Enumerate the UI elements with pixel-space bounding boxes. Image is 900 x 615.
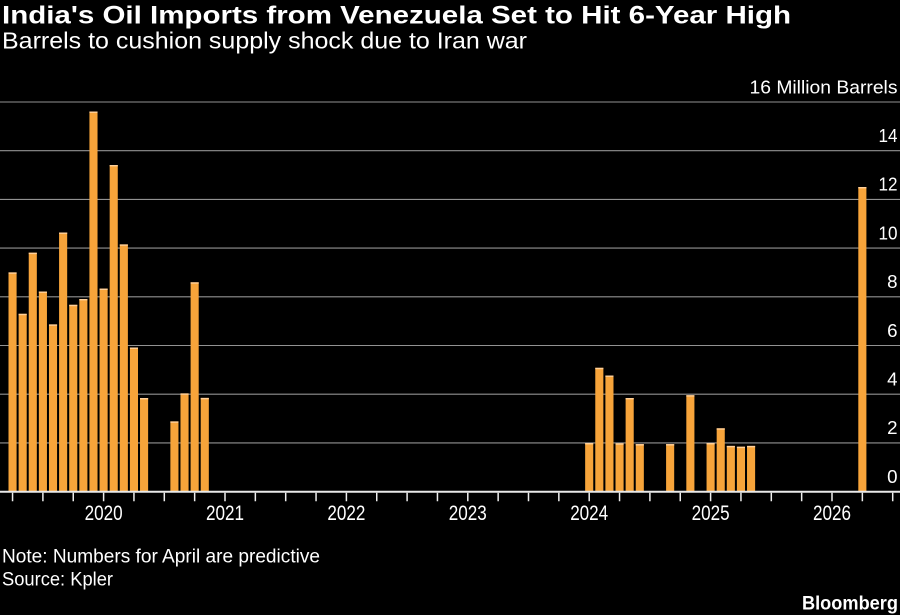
svg-text:2021: 2021 — [206, 501, 244, 525]
svg-text:8: 8 — [887, 271, 897, 292]
svg-text:0: 0 — [887, 466, 897, 487]
svg-text:2023: 2023 — [449, 501, 487, 525]
svg-text:14: 14 — [879, 125, 898, 146]
svg-text:Note: Numbers for April are pr: Note: Numbers for April are predictive — [2, 547, 320, 568]
svg-text:12: 12 — [879, 174, 898, 195]
svg-text:2020: 2020 — [85, 501, 123, 525]
svg-text:10: 10 — [879, 222, 898, 243]
svg-text:Source: Kpler: Source: Kpler — [2, 570, 114, 591]
svg-text:2025: 2025 — [692, 501, 730, 525]
svg-text:Barrels to cushion supply shoc: Barrels to cushion supply shock due to I… — [2, 28, 527, 54]
svg-text:4: 4 — [887, 369, 897, 390]
svg-text:2: 2 — [887, 417, 897, 438]
svg-text:India's Oil Imports from Venez: India's Oil Imports from Venezuela Set t… — [2, 1, 791, 29]
svg-text:6: 6 — [887, 320, 897, 341]
svg-text:2024: 2024 — [570, 501, 608, 525]
svg-text:2026: 2026 — [813, 501, 851, 525]
svg-text:Bloomberg: Bloomberg — [802, 594, 898, 615]
svg-text:2022: 2022 — [327, 501, 365, 525]
svg-text:16 Million Barrels: 16 Million Barrels — [750, 76, 898, 97]
